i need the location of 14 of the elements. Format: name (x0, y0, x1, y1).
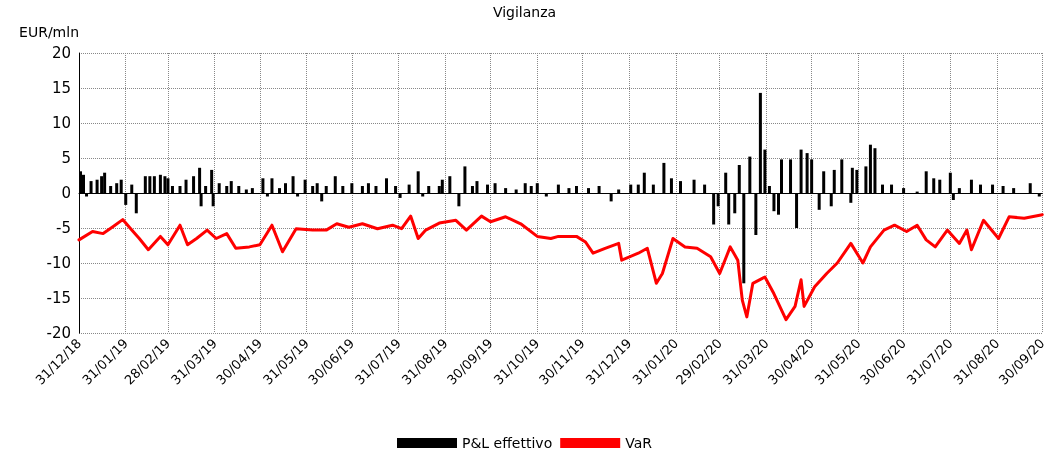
y-tick-label: 10 (51, 114, 71, 132)
legend-label: P&L effettivo (462, 435, 553, 451)
chart-title: Vigilanza (492, 4, 557, 20)
y-tick-label: -20 (46, 324, 71, 342)
y-tick-label: -5 (56, 219, 71, 237)
y-tick-label: -10 (46, 254, 71, 272)
y-tick-label: -15 (46, 289, 71, 307)
line-series (77, 213, 1044, 322)
y-tick-label: 15 (51, 79, 71, 97)
y-tick-label: 5 (61, 149, 71, 167)
y-tick-label: 0 (61, 184, 71, 202)
y-tick-label: 20 (51, 44, 71, 62)
y-axis-title: EUR/mln (19, 24, 79, 40)
legend-label: VaR (625, 435, 653, 451)
